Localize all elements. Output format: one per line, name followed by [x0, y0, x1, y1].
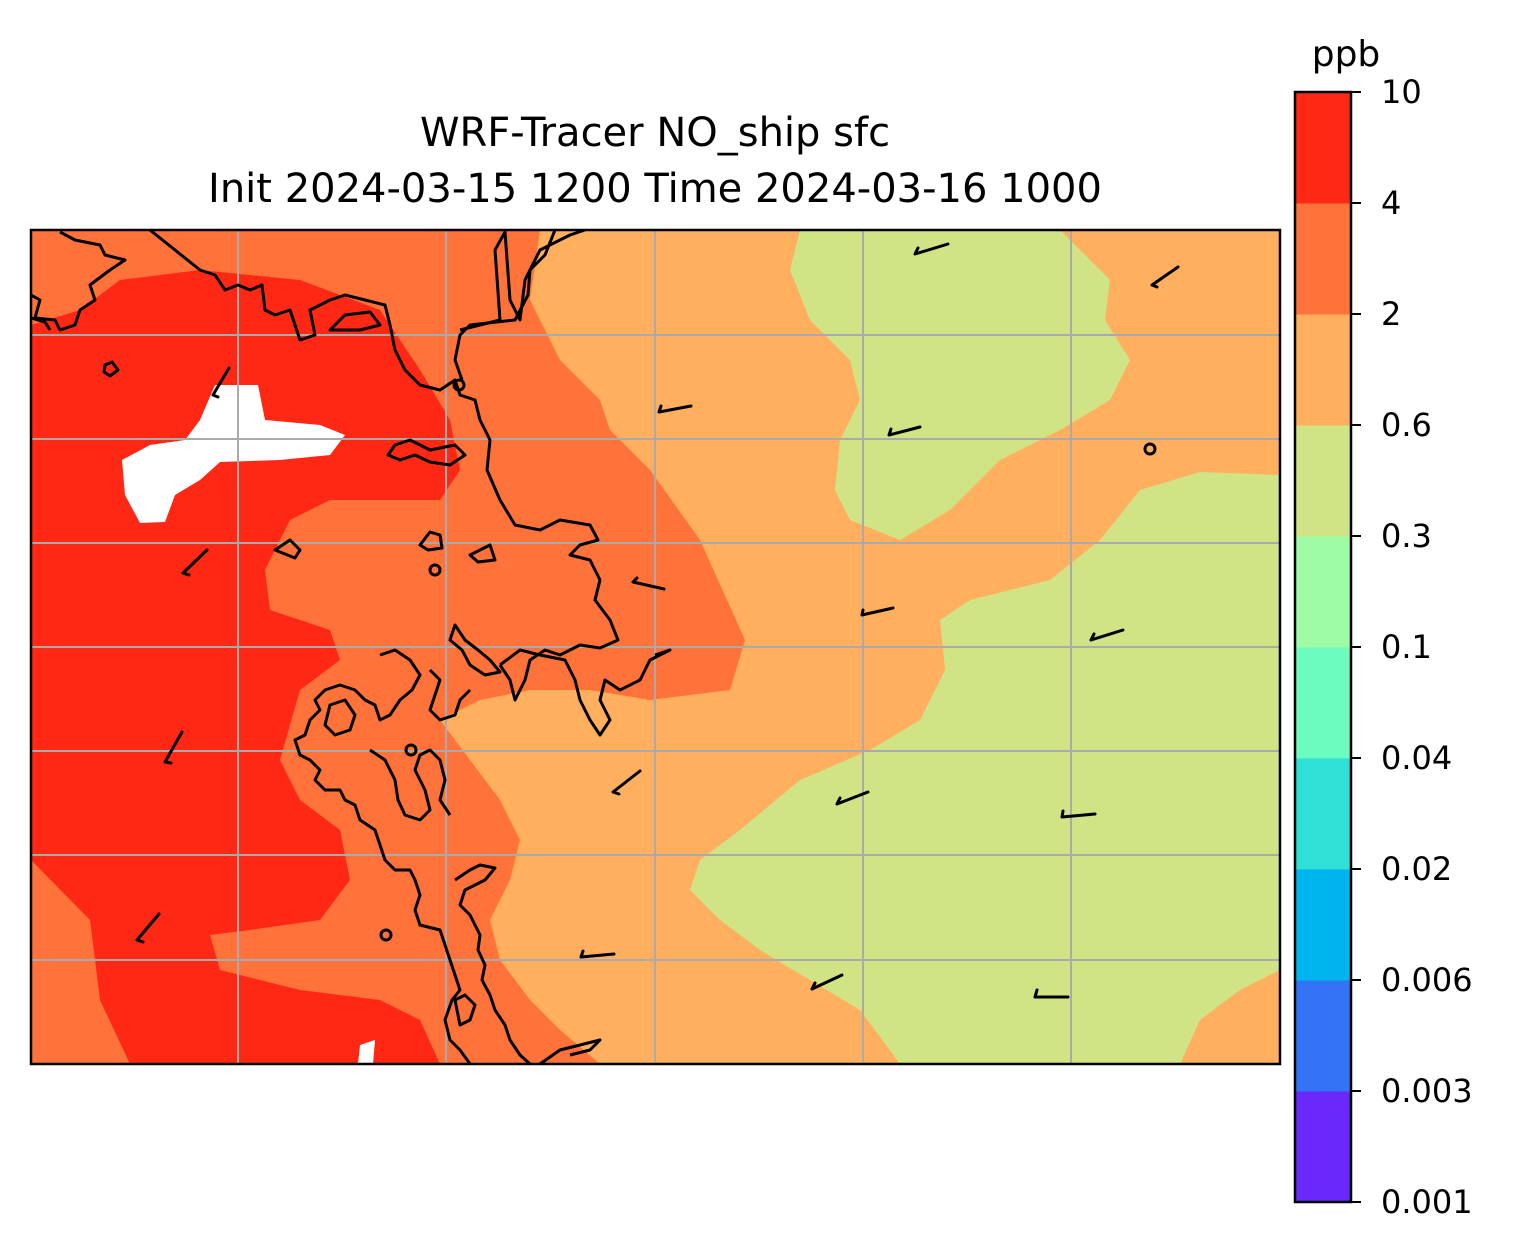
colorbar-tick-label: 0.3: [1381, 517, 1432, 555]
contour-2-4-corner: [1180, 970, 1280, 1064]
chart-title-line2: Init 2024-03-15 1200 Time 2024-03-16 100…: [208, 166, 1102, 212]
colorbar-tick-label: 0.006: [1381, 961, 1473, 999]
wind-barbs: [135, 242, 1180, 999]
masked-area-white: [122, 385, 345, 523]
chart-title-line1: WRF-Tracer NO_ship sfc: [419, 110, 891, 156]
concentration-field: [31, 230, 1280, 1064]
wind-barb: [181, 548, 209, 577]
colorbar-ticks: 0.001 0.003 0.006 0.02 0.04 0.1 0.3 0.6 2 4 10: [1351, 73, 1473, 1221]
colorbar-segments: [1295, 92, 1351, 1203]
wind-barb: [860, 606, 895, 617]
colorbar-segment: [1295, 314, 1351, 426]
wind-barb: [579, 949, 616, 959]
contour-0.3-0.6-lower: [690, 472, 1280, 1064]
colorbar-segment: [1295, 1091, 1351, 1203]
colorbar-tick-label: 0.02: [1381, 850, 1452, 888]
colorbar-tick-label: 0.04: [1381, 739, 1452, 777]
coastlines: [31, 230, 1157, 1064]
wind-barb: [211, 366, 231, 399]
map-frame: [29, 228, 1282, 1066]
colorbar-tick-label: 0.1: [1381, 628, 1432, 666]
wind-barb: [835, 790, 870, 806]
colorbar-segment: [1295, 647, 1351, 759]
wind-barb: [1060, 809, 1097, 819]
colorbar-segment: [1295, 203, 1351, 315]
colorbar-tick-label: 0.6: [1381, 406, 1432, 444]
wind-barb: [913, 242, 950, 256]
colorbar-tick-label: 10: [1381, 73, 1422, 111]
wind-barb: [1089, 628, 1125, 642]
colorbar-segment: [1295, 758, 1351, 870]
colorbar-tick-label: 0.001: [1381, 1183, 1473, 1221]
colorbar-segment: [1295, 980, 1351, 1092]
masked-area-white-small: [358, 1040, 375, 1064]
wind-barb: [631, 576, 666, 591]
wind-barb: [1033, 988, 1070, 999]
contour-0.3-0.6-upper: [790, 230, 1130, 540]
colorbar-tick-label: 2: [1381, 295, 1401, 333]
colorbar-segment: [1295, 425, 1351, 537]
colorbar-unit-label: ppb: [1312, 34, 1381, 75]
colorbar-segment: [1295, 869, 1351, 981]
colorbar-tick-label: 4: [1381, 184, 1401, 222]
wind-barb: [810, 973, 844, 991]
colorbar-tick-label: 0.003: [1381, 1072, 1473, 1110]
wind-barb: [611, 769, 642, 796]
gridlines: [31, 230, 1280, 1064]
wind-barb: [1150, 265, 1180, 289]
wind-barb: [135, 912, 161, 944]
colorbar-segment: [1295, 92, 1351, 204]
wind-barb: [163, 730, 184, 765]
wind-barb: [657, 404, 693, 414]
colorbar-segment: [1295, 536, 1351, 648]
wind-barb: [887, 425, 922, 437]
